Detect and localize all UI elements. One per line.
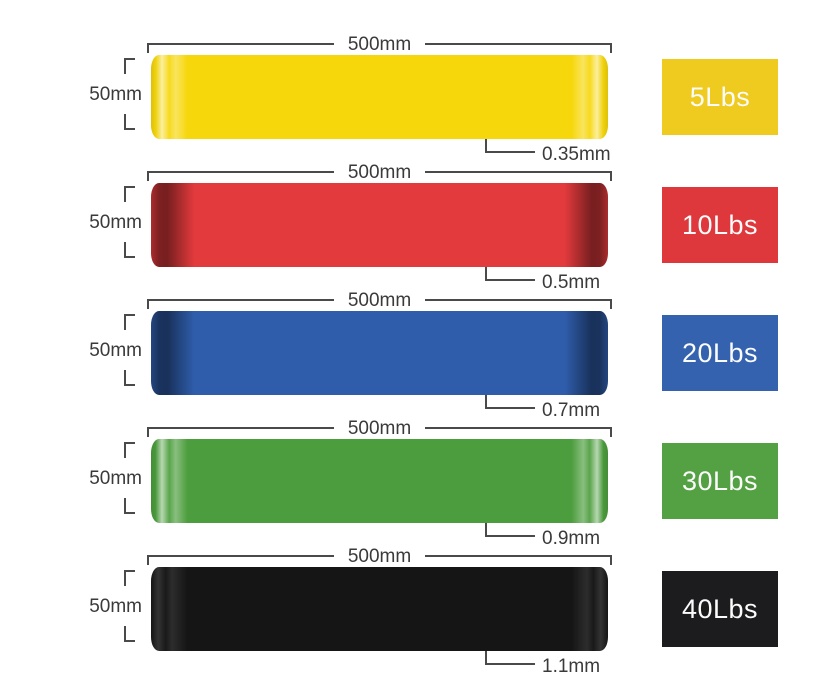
dimension-line (425, 171, 613, 173)
width-label: 500mm (347, 161, 412, 183)
thickness-label: 0.35mm (542, 144, 611, 165)
height-dimension: 50mm (84, 442, 142, 514)
width-label: 500mm (347, 545, 412, 567)
bracket-bottom-icon (124, 498, 135, 514)
band-column: 500mm 1.1mm (147, 545, 613, 677)
thickness-label: 0.7mm (542, 400, 601, 421)
thickness-bracket-icon (485, 139, 535, 153)
resistance-band (151, 183, 608, 267)
height-label: 50mm (89, 339, 142, 361)
band-column: 500mm 0.35mm (147, 33, 613, 165)
weight-badge: 20Lbs (662, 315, 778, 391)
band-column: 500mm 0.9mm (147, 417, 613, 549)
width-dimension: 500mm (147, 289, 613, 311)
height-label: 50mm (89, 595, 142, 617)
width-label: 500mm (347, 33, 412, 55)
height-dimension: 50mm (84, 186, 142, 258)
thickness-bracket-icon (485, 267, 535, 281)
thickness-label: 0.9mm (542, 528, 601, 549)
resistance-band (151, 439, 608, 523)
bracket-top-icon (124, 442, 135, 458)
thickness-dimension: 0.35mm (485, 139, 612, 165)
thickness-label: 1.1mm (542, 656, 601, 677)
weight-badge: 5Lbs (662, 59, 778, 135)
width-label: 500mm (347, 417, 412, 439)
weight-label: 40Lbs (681, 593, 759, 624)
bracket-top-icon (124, 186, 135, 202)
height-dimension: 50mm (84, 314, 142, 386)
weight-badge: 30Lbs (662, 443, 778, 519)
weight-label: 10Lbs (681, 209, 759, 240)
band-row-blue: 50mm 500mm 0.7mm 20Lbs (0, 289, 818, 421)
resistance-band (151, 55, 608, 139)
resistance-band (151, 567, 608, 651)
bracket-top-icon (124, 58, 135, 74)
band-column: 500mm 0.7mm (147, 289, 613, 421)
dimension-line (147, 427, 334, 429)
weight-label: 5Lbs (689, 81, 751, 112)
bracket-bottom-icon (124, 242, 135, 258)
width-label: 500mm (347, 289, 412, 311)
height-label: 50mm (89, 467, 142, 489)
thickness-dimension: 0.9mm (485, 523, 612, 549)
bracket-bottom-icon (124, 370, 135, 386)
band-row-black: 50mm 500mm 1.1mm 40Lbs (0, 545, 818, 677)
thickness-bracket-icon (485, 395, 535, 409)
width-dimension: 500mm (147, 161, 613, 183)
thickness-dimension: 1.1mm (485, 651, 612, 677)
weight-badge: 10Lbs (662, 187, 778, 263)
dimension-line (425, 43, 613, 45)
band-column: 500mm 0.5mm (147, 161, 613, 293)
thickness-bracket-icon (485, 523, 535, 537)
dimension-line (147, 171, 334, 173)
dimension-line (425, 299, 613, 301)
dimension-line (147, 299, 334, 301)
dimension-line (147, 555, 334, 557)
bracket-top-icon (124, 570, 135, 586)
height-label: 50mm (89, 211, 142, 233)
dimension-line (425, 427, 613, 429)
weight-label: 30Lbs (681, 465, 759, 496)
band-row-green: 50mm 500mm 0.9mm 30Lbs (0, 417, 818, 549)
width-dimension: 500mm (147, 545, 613, 567)
band-row-red: 50mm 500mm 0.5mm 10Lbs (0, 161, 818, 293)
height-dimension: 50mm (84, 58, 142, 130)
bracket-bottom-icon (124, 114, 135, 130)
height-label: 50mm (89, 83, 142, 105)
weight-label: 20Lbs (681, 337, 759, 368)
weight-badge: 40Lbs (662, 571, 778, 647)
dimension-line (147, 43, 334, 45)
bracket-bottom-icon (124, 626, 135, 642)
width-dimension: 500mm (147, 33, 613, 55)
thickness-dimension: 0.7mm (485, 395, 612, 421)
height-dimension: 50mm (84, 570, 142, 642)
resistance-band (151, 311, 608, 395)
thickness-dimension: 0.5mm (485, 267, 612, 293)
band-row-yellow: 50mm 500mm 0.35mm 5Lbs (0, 33, 818, 165)
bracket-top-icon (124, 314, 135, 330)
thickness-bracket-icon (485, 651, 535, 665)
width-dimension: 500mm (147, 417, 613, 439)
thickness-label: 0.5mm (542, 272, 601, 293)
dimension-line (425, 555, 613, 557)
